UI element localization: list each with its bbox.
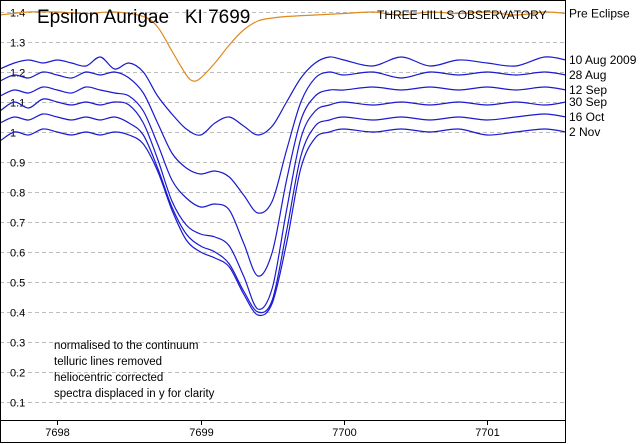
series-line-10-aug-2009 (0, 56, 567, 136)
x-tick-label: 7699 (189, 427, 213, 439)
y-axis-ticks: 0.10.20.30.40.50.60.70.80.911.11.21.31.4 (10, 8, 25, 410)
y-tick-label: 0.5 (10, 278, 25, 290)
y-tick-label: 0.1 (10, 398, 25, 410)
note-line: telluric lines removed (54, 356, 162, 368)
y-tick-label: 1 (10, 128, 16, 140)
series-label-pre-eclipse: Pre Eclipse (569, 7, 630, 21)
gridlines (0, 12, 566, 403)
y-tick-label: 0.3 (10, 338, 25, 350)
series-line-12-sep (0, 86, 567, 277)
series-label-12-sep: 12 Sep (569, 83, 607, 97)
series-label-2-nov: 2 Nov (569, 125, 600, 139)
series-line-pre-eclipse (0, 11, 567, 82)
series-line-30-sep (0, 98, 567, 310)
x-tick-label: 7700 (332, 427, 356, 439)
note-line: normalised to the continuum (54, 340, 198, 352)
x-axis-ticks: 7698 7699 7700 7701 (45, 420, 500, 439)
series-line-16-oct (0, 113, 567, 314)
observatory-label: THREE HILLS OBSERVATORY (377, 8, 547, 22)
y-tick-label: 1.2 (10, 68, 25, 80)
y-tick-label: 0.8 (10, 188, 25, 200)
x-tick-label: 7701 (475, 427, 499, 439)
note-line: heliocentric corrected (54, 372, 163, 384)
series-label-16-oct: 16 Oct (569, 110, 605, 124)
y-tick-label: 1.3 (10, 38, 25, 50)
y-tick-label: 0.2 (10, 368, 25, 380)
series-line-2-nov (0, 128, 567, 317)
y-tick-label: 0.9 (10, 158, 25, 170)
series-line-28-aug (0, 71, 567, 214)
y-tick-label: 0.6 (10, 248, 25, 260)
note-line: spectra displaced in y for clarity (54, 388, 215, 400)
plot-frame (0, 0, 566, 443)
y-tick-label: 1.1 (10, 98, 25, 110)
series-lines (0, 11, 567, 317)
x-tick-label: 7698 (45, 427, 69, 439)
y-tick-label: 0.4 (10, 308, 25, 320)
series-label-30-sep: 30 Sep (569, 95, 607, 109)
chart-title: Epsilon Aurigae KI 7699 (37, 7, 250, 28)
chart-notes: normalised to the continuum telluric line… (54, 340, 215, 400)
y-tick-label: 0.7 (10, 218, 25, 230)
series-label-28-aug: 28 Aug (569, 68, 606, 82)
series-label-10-aug-2009: 10 Aug 2009 (569, 53, 637, 67)
